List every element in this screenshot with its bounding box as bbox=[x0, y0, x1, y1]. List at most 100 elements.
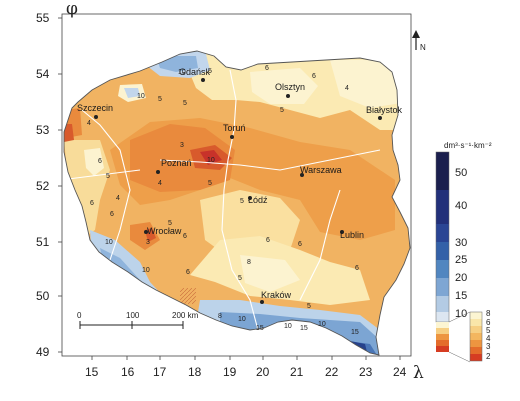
legend-inset: 8 6 5 4 3 2 bbox=[436, 309, 491, 363]
isoline-label: 10 bbox=[142, 267, 150, 274]
isoline-label: 3 bbox=[146, 239, 150, 246]
isoline-label: 15 bbox=[300, 325, 308, 332]
legend-swatch bbox=[436, 152, 449, 190]
legend-inset-label: 2 bbox=[486, 352, 491, 361]
y-tick-label: 53 bbox=[36, 123, 50, 137]
city-label-lublin: Lublin bbox=[340, 230, 364, 240]
legend-inset-label: 8 bbox=[486, 309, 491, 318]
runoff-map bbox=[63, 50, 411, 356]
city-label-krakow: Kraków bbox=[261, 290, 292, 300]
isoline-label: 8 bbox=[247, 259, 251, 266]
x-axis-symbol: λ bbox=[413, 363, 424, 383]
city-label-warszawa: Warszawa bbox=[300, 165, 342, 175]
city-label-poznan: Poznań bbox=[161, 158, 192, 168]
city-label-bialystok: Białystok bbox=[366, 105, 403, 115]
legend-label: 50 bbox=[455, 167, 467, 179]
legend-inset-swatch bbox=[436, 328, 449, 334]
legend-inset-swatch bbox=[470, 319, 482, 326]
isoline-label: 10 bbox=[178, 69, 186, 76]
legend-unit: dm³·s⁻¹·km⁻² bbox=[444, 141, 492, 150]
x-tick-label: 17 bbox=[153, 365, 167, 379]
legend-label: 15 bbox=[455, 290, 467, 302]
legend-inset-label: 5 bbox=[486, 326, 491, 335]
legend-inset-swatch bbox=[436, 334, 449, 340]
city-label-olsztyn: Olsztyn bbox=[275, 82, 305, 92]
legend-swatch bbox=[436, 296, 449, 312]
legend-inset-swatch bbox=[470, 312, 482, 319]
legend-label: 10 bbox=[455, 308, 467, 320]
x-tick-label: 15 bbox=[85, 365, 99, 379]
isoline-label: 5 bbox=[240, 198, 244, 205]
legend-inset-swatch bbox=[470, 347, 482, 354]
isoline-label: 5 bbox=[208, 68, 212, 75]
x-axis: 15 16 17 18 19 20 21 22 23 24 λ bbox=[85, 356, 424, 383]
y-tick-label: 54 bbox=[36, 67, 50, 81]
legend-inset-swatch bbox=[470, 326, 482, 333]
isoline-label: 15 bbox=[256, 325, 264, 332]
y-tick-label: 52 bbox=[36, 179, 50, 193]
legend-swatch bbox=[436, 242, 449, 260]
legend-inset-label: 3 bbox=[486, 342, 491, 351]
isoline-label: 4 bbox=[116, 195, 120, 202]
legend-label: 25 bbox=[455, 254, 467, 266]
isoline-label: 6 bbox=[90, 200, 94, 207]
legend-inset-label: 6 bbox=[486, 318, 491, 327]
y-tick-label: 51 bbox=[36, 235, 50, 249]
isoline-label: 6 bbox=[186, 269, 190, 276]
north-label: N bbox=[420, 43, 426, 52]
isoline-label: 6 bbox=[266, 237, 270, 244]
y-axis-symbol: φ bbox=[66, 0, 78, 19]
scale-label: 200 km bbox=[172, 311, 199, 320]
legend-inset-swatch bbox=[470, 340, 482, 347]
y-axis: φ 55 54 53 52 51 50 49 bbox=[36, 0, 78, 359]
isoline-label: 10 bbox=[105, 239, 113, 246]
isoline-label: 5 bbox=[106, 173, 110, 180]
city-label-szczecin: Szczecin bbox=[77, 103, 113, 113]
city-label-gdansk: Gdańsk bbox=[179, 67, 211, 77]
legend-swatch bbox=[436, 312, 449, 322]
isoline-labels: 10 5 10 5 4 5 6 6 5 4 6 5 3 4 5 10 6 4 6… bbox=[87, 65, 359, 336]
city-label-torun: Toruń bbox=[223, 123, 246, 133]
isoline-label: 5 bbox=[168, 220, 172, 227]
legend-inset-label: 4 bbox=[486, 334, 491, 343]
x-tick-label: 16 bbox=[121, 365, 135, 379]
isoline-label: 6 bbox=[265, 65, 269, 72]
x-tick-label: 18 bbox=[188, 365, 202, 379]
legend-swatch bbox=[436, 278, 449, 296]
x-tick-label: 19 bbox=[223, 365, 237, 379]
isoline-label: 5 bbox=[238, 275, 242, 282]
isoline-label: 10 bbox=[284, 323, 292, 330]
isoline-label: 10 bbox=[318, 321, 326, 328]
isoline-label: 5 bbox=[280, 107, 284, 114]
isoline-label: 6 bbox=[298, 241, 302, 248]
isoline-label: 6 bbox=[98, 158, 102, 165]
scale-label: 100 bbox=[126, 311, 140, 320]
isoline-label: 5 bbox=[208, 180, 212, 187]
isoline-label: 4 bbox=[345, 85, 349, 92]
scale-bar: 0 100 200 km bbox=[77, 311, 199, 329]
legend-inset-swatch bbox=[436, 346, 449, 352]
isoline-label: 10 bbox=[137, 93, 145, 100]
isoline-label: 6 bbox=[355, 265, 359, 272]
legend-label: 40 bbox=[455, 200, 467, 212]
isoline-label: 15 bbox=[351, 329, 359, 336]
isoline-label: 3 bbox=[180, 142, 184, 149]
legend-swatch bbox=[436, 224, 449, 242]
isoline-label: 10 bbox=[238, 316, 246, 323]
isoline-label: 6 bbox=[110, 211, 114, 218]
x-tick-label: 20 bbox=[256, 365, 270, 379]
rivers bbox=[64, 69, 381, 331]
legend-swatch bbox=[436, 190, 449, 224]
legend-inset-swatch bbox=[470, 333, 482, 340]
isoline-label: 4 bbox=[87, 120, 91, 127]
isoline-label: 6 bbox=[183, 233, 187, 240]
legend-label: 20 bbox=[455, 272, 467, 284]
city-labels: Gdańsk Olsztyn Szczecin Białystok Toruń … bbox=[77, 67, 403, 304]
isoline-label: 6 bbox=[312, 73, 316, 80]
isoline-label: 4 bbox=[158, 180, 162, 187]
north-arrow: N bbox=[412, 30, 426, 52]
isoline-label: 5 bbox=[158, 96, 162, 103]
isoline-label: 10 bbox=[207, 157, 215, 164]
legend-main: dm³·s⁻¹·km⁻² 50 40 30 25 20 15 10 bbox=[435, 141, 492, 323]
